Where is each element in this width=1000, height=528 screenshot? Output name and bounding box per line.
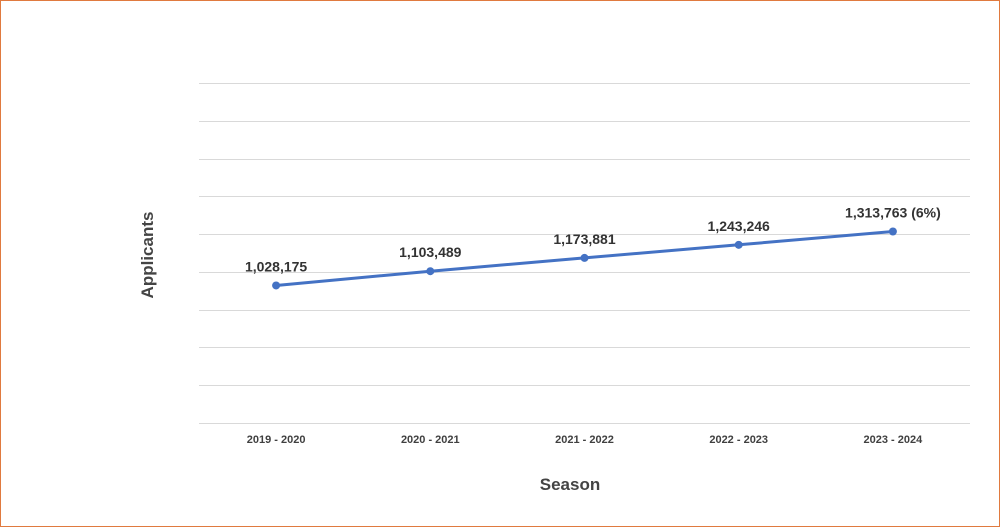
data-points [272, 227, 897, 290]
data-point [272, 281, 281, 290]
data-point [426, 267, 435, 276]
data-label: 1,243,246 [708, 218, 770, 234]
data-point [734, 240, 743, 249]
data-label: 1,103,489 [399, 244, 461, 260]
x-axis-title: Season [540, 475, 600, 494]
x-tick-label: 2020 - 2021 [401, 434, 460, 446]
x-tick-label: 2023 - 2024 [864, 434, 924, 446]
data-label: 1,173,881 [553, 231, 615, 247]
data-label: 1,028,175 [245, 258, 307, 274]
data-point [888, 227, 897, 236]
y-axis-title: Applicants [138, 212, 157, 299]
data-labels: 1,028,175 1,103,489 1,173,881 1,243,246 1,31… [245, 205, 941, 275]
x-tick-labels: 2019 - 2020 2020 - 2021 2021 - 2022 2022 - … [247, 434, 923, 446]
x-tick-label: 2021 - 2022 [555, 434, 614, 446]
data-label: 1,313,763 (6%) [845, 205, 941, 221]
x-tick-label: 2022 - 2023 [709, 434, 768, 446]
data-point [580, 253, 589, 262]
gridlines [199, 83, 970, 424]
x-tick-label: 2019 - 2020 [247, 434, 306, 446]
